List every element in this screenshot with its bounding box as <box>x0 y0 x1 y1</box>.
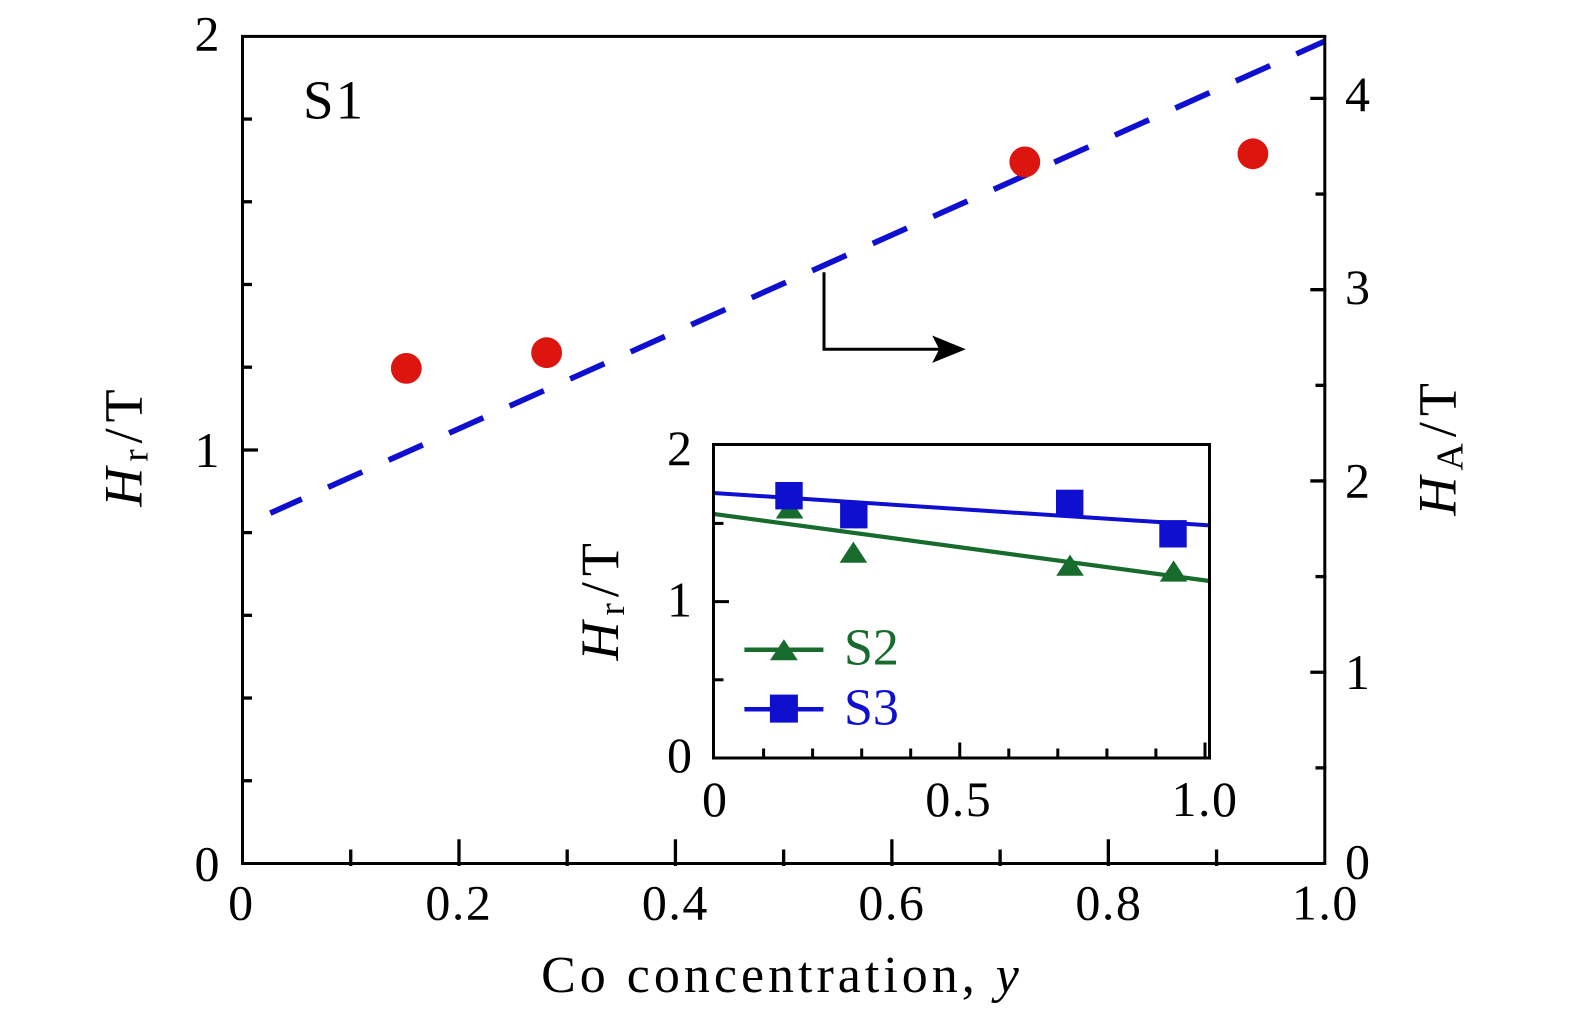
svg-text:1: 1 <box>195 422 222 478</box>
svg-text:1: 1 <box>667 572 694 628</box>
svg-text:3: 3 <box>1345 259 1372 315</box>
svg-text:Hr/T: Hr/T <box>570 537 633 661</box>
svg-text:0.8: 0.8 <box>1075 874 1142 930</box>
svg-text:1.0: 1.0 <box>1292 874 1359 930</box>
svg-text:0: 0 <box>228 874 255 930</box>
svg-text:S1: S1 <box>303 70 365 131</box>
svg-text:0: 0 <box>1345 834 1372 890</box>
svg-text:0.2: 0.2 <box>425 874 492 930</box>
svg-text:2: 2 <box>1345 453 1372 509</box>
svg-text:Co concentration, y: Co concentration, y <box>541 947 1023 1004</box>
svg-text:4: 4 <box>1345 66 1372 122</box>
svg-text:2: 2 <box>195 6 222 62</box>
svg-text:0.6: 0.6 <box>858 874 925 930</box>
svg-text:2: 2 <box>667 420 694 476</box>
svg-text:HA/T: HA/T <box>1408 377 1471 516</box>
svg-text:Hr/T: Hr/T <box>94 383 157 507</box>
svg-text:S2: S2 <box>844 620 899 677</box>
svg-text:1: 1 <box>1345 644 1372 700</box>
svg-text:1.0: 1.0 <box>1172 771 1239 827</box>
svg-text:0: 0 <box>195 836 222 892</box>
svg-text:0.5: 0.5 <box>925 771 992 827</box>
svg-text:0: 0 <box>702 771 729 827</box>
svg-text:0: 0 <box>667 727 694 783</box>
svg-text:S3: S3 <box>844 680 899 737</box>
svg-text:0.4: 0.4 <box>642 874 709 930</box>
